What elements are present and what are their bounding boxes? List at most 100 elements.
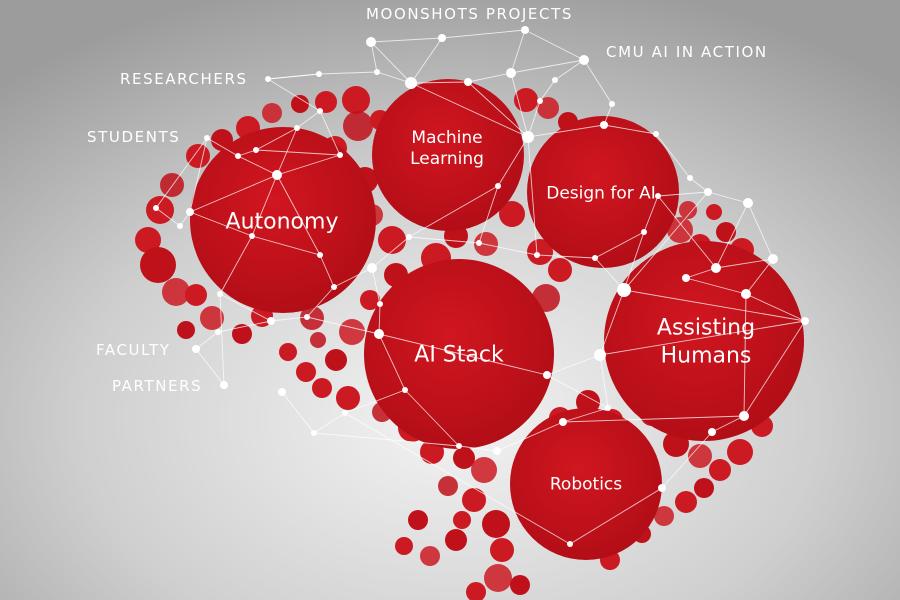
researchers-label[interactable]: RESEARCHERS (120, 70, 248, 88)
small-red-circle (453, 511, 471, 529)
network-link (296, 110, 321, 129)
network-node (272, 170, 282, 180)
small-red-circle (146, 196, 174, 224)
network-node (265, 76, 271, 82)
network-link (583, 59, 613, 105)
network-node (278, 388, 286, 396)
network-node (704, 188, 712, 196)
network-link (155, 207, 181, 227)
network-link (408, 185, 499, 238)
small-red-circle (160, 173, 184, 197)
network-node (711, 263, 721, 273)
network-node (739, 411, 749, 421)
network-link (496, 421, 564, 452)
network-node (682, 274, 690, 282)
network-node (438, 34, 446, 42)
network-link (306, 286, 335, 318)
network-node (687, 175, 693, 181)
students-label[interactable]: STUDENTS (87, 128, 181, 146)
network-node (594, 349, 606, 361)
small-red-circle (185, 284, 207, 306)
assisting-humans-line-1: Assisting (656, 315, 756, 341)
small-red-circle (312, 378, 332, 398)
focus-area-circles (190, 79, 804, 560)
network-node (217, 291, 223, 297)
network-link (189, 174, 278, 213)
autonomy-label[interactable]: Autonomy (225, 209, 339, 235)
network-link (344, 412, 571, 545)
cmu-ai-in-action-label[interactable]: CMU AI IN ACTION (606, 43, 768, 61)
network-link (270, 316, 308, 322)
small-red-circle (296, 362, 316, 382)
network-link (410, 81, 469, 84)
assisting-humans-label[interactable]: Assisting Humans (657, 315, 755, 370)
network-node (331, 284, 337, 290)
small-red-circle (462, 488, 486, 512)
network-link (371, 267, 381, 305)
network-link (371, 236, 410, 269)
small-red-circle (675, 491, 697, 513)
network-link (715, 202, 749, 269)
network-node (493, 447, 501, 455)
network-link (745, 258, 774, 295)
partners-label[interactable]: PARTNERS (112, 377, 203, 395)
small-red-circle (310, 332, 326, 348)
small-red-circle (186, 144, 210, 168)
moonshots-projects-label[interactable]: MOONSHOTS PROJECTS (366, 5, 573, 23)
network-link (410, 82, 529, 138)
small-red-circle (576, 390, 600, 414)
network-node (337, 152, 343, 158)
network-node (708, 428, 716, 436)
network-link (711, 415, 745, 433)
network-link (745, 293, 806, 322)
network-node (567, 541, 573, 547)
network-link (569, 487, 663, 545)
small-red-circle (654, 506, 674, 526)
small-red-circle (716, 222, 736, 242)
focus-area-circle (527, 116, 679, 268)
ai-stack-label[interactable]: AI Stack (414, 342, 504, 368)
network-link (370, 41, 378, 73)
small-red-circle (408, 510, 428, 530)
faculty-label[interactable]: FACULTY (96, 341, 171, 359)
network-node (476, 240, 482, 246)
network-node (592, 255, 598, 261)
network-node (522, 131, 534, 143)
network-node (317, 252, 323, 258)
network-link (527, 136, 538, 256)
network-link (478, 185, 499, 244)
network-link (344, 389, 406, 414)
small-red-circle (378, 226, 406, 254)
network-link (318, 71, 378, 75)
small-red-circle (471, 457, 497, 483)
machine-learning-label[interactable]: Machine Learning (410, 128, 484, 171)
network-node (495, 183, 501, 189)
small-red-circle (279, 343, 297, 361)
network-link (333, 267, 373, 288)
network-link (370, 37, 443, 43)
network-link (378, 333, 406, 391)
small-red-circle (510, 575, 530, 595)
small-red-circle (315, 91, 337, 113)
network-node (579, 55, 589, 65)
network-node (605, 405, 611, 411)
network-node (220, 381, 228, 389)
network-node (506, 68, 516, 78)
network-node (405, 77, 417, 89)
design-for-ai-label[interactable]: Design for AI (546, 183, 656, 204)
robotics-label[interactable]: Robotics (549, 474, 623, 495)
network-link (478, 242, 538, 256)
small-red-circle (466, 582, 486, 600)
small-red-circle (438, 476, 458, 496)
network-node (367, 263, 377, 273)
network-link (441, 29, 526, 39)
network-link (657, 191, 709, 197)
network-node (186, 208, 194, 216)
small-red-circle (527, 239, 553, 265)
small-red-circle (667, 217, 693, 243)
small-red-circle (514, 88, 538, 112)
network-link (189, 211, 253, 237)
network-link (189, 137, 208, 213)
network-link (467, 72, 512, 83)
network-node (366, 37, 376, 47)
